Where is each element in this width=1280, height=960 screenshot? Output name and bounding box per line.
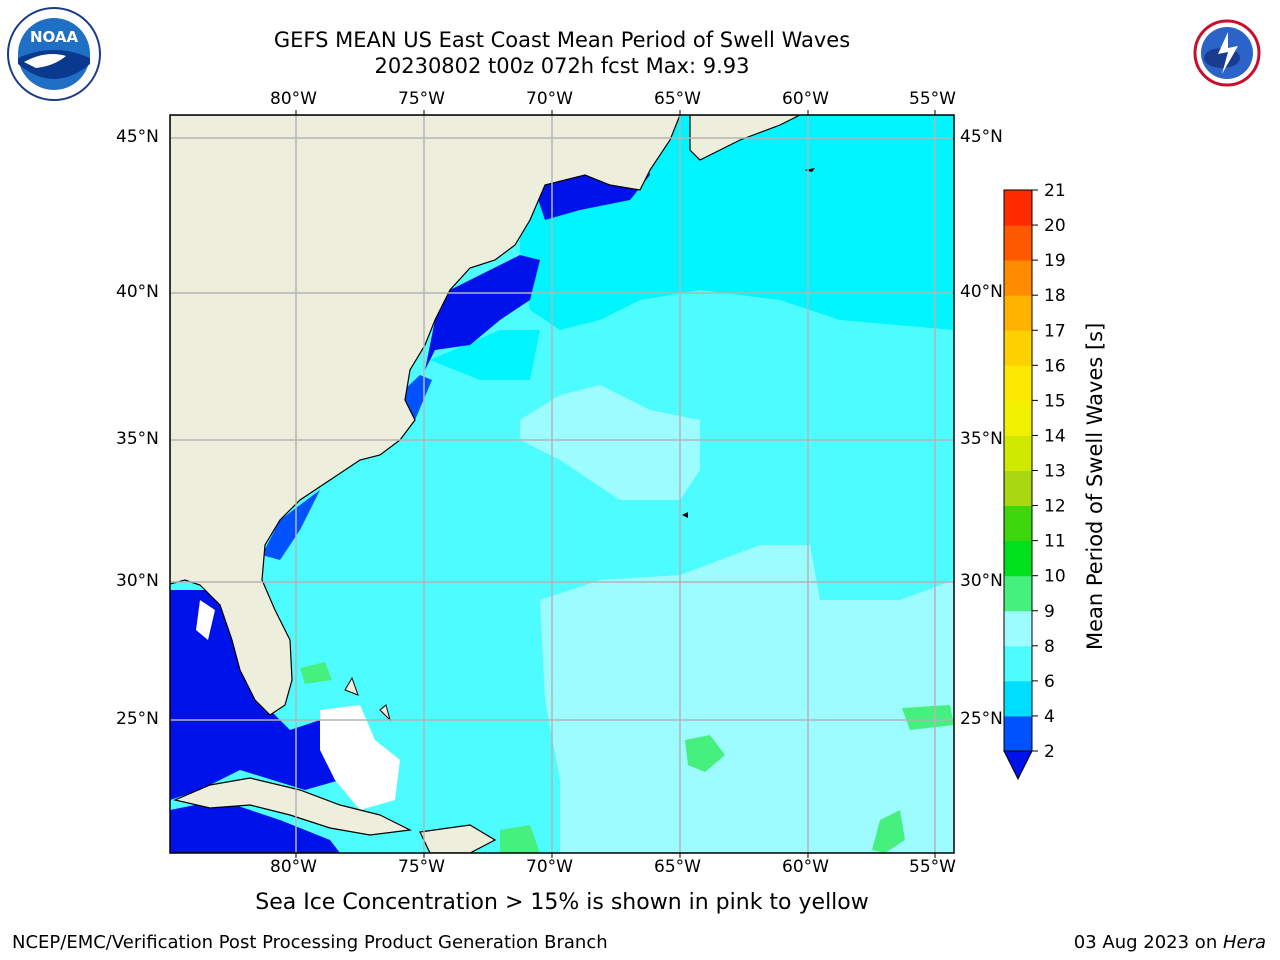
map-subtitle: 20230802 t00z 072h fcst Max: 9.93 <box>374 54 750 78</box>
colorbar-tick-label: 20 <box>1044 216 1066 236</box>
lat-label-right: 35°N <box>960 429 1003 449</box>
lon-label-top: 55°W <box>909 89 956 109</box>
colorbar-segment <box>1004 680 1032 717</box>
colorbar-tick-label: 18 <box>1044 286 1066 306</box>
colorbar-tick-label: 21 <box>1044 181 1066 201</box>
colorbar-segment <box>1004 540 1032 577</box>
colorbar-segment <box>1004 505 1032 542</box>
graticule <box>170 115 954 853</box>
lon-label-bottom: 65°W <box>654 857 701 877</box>
footer-credit: NCEP/EMC/Verification Post Processing Pr… <box>12 932 608 953</box>
nws-logo <box>1181 7 1273 99</box>
lat-label-left: 35°N <box>116 429 159 449</box>
lon-label-bottom: 75°W <box>398 857 445 877</box>
map-title: GEFS MEAN US East Coast Mean Period of S… <box>273 28 851 52</box>
colorbar-segment <box>1004 365 1032 401</box>
north-america-land <box>170 115 681 716</box>
colorbar-tick-label: 19 <box>1044 251 1066 271</box>
colorbar-segment <box>1004 470 1032 507</box>
lon-label-top: 65°W <box>654 89 701 109</box>
colorbar-label: Mean Period of Swell Waves [s] <box>1083 322 1107 650</box>
ocean-8-9s <box>520 385 700 500</box>
lon-label-bottom: 55°W <box>909 857 956 877</box>
lon-label-bottom: 80°W <box>270 857 317 877</box>
colorbar-tick-label: 17 <box>1044 321 1066 341</box>
lat-label-right: 40°N <box>960 282 1003 302</box>
map-field <box>170 115 954 853</box>
lat-label-right: 45°N <box>960 127 1003 147</box>
colorbar-tick-label: 15 <box>1044 391 1066 411</box>
colorbar-segment <box>1004 260 1032 296</box>
lat-label-left: 45°N <box>116 127 159 147</box>
colorbar-tick-label: 8 <box>1044 637 1055 657</box>
colorbar-segment <box>1004 295 1032 331</box>
lon-label-top: 60°W <box>782 89 829 109</box>
colorbar-tick-label: 13 <box>1044 462 1066 482</box>
lat-label-right: 30°N <box>960 571 1003 591</box>
colorbar-segment <box>1004 645 1032 682</box>
colorbar-tick-label: 4 <box>1044 707 1055 727</box>
colorbar-tick-label: 9 <box>1044 602 1055 622</box>
footer-host: Hera <box>1222 932 1266 953</box>
ocean-9-10s <box>685 735 725 772</box>
colorbar-segment <box>1004 400 1032 436</box>
colorbar-segment <box>1004 575 1032 612</box>
lat-label-left: 25°N <box>116 709 159 729</box>
lat-label-right: 25°N <box>960 709 1003 729</box>
lon-label-bottom: 60°W <box>782 857 829 877</box>
footer-date-text: 03 Aug 2023 on <box>1073 932 1223 953</box>
colorbar: 2 4 6 8 9 10 11 12 13 14 15 16 17 18 19 20 21 <box>1003 181 1066 781</box>
colorbar-tick-label: 11 <box>1044 532 1066 552</box>
lon-label-top: 70°W <box>526 89 573 109</box>
colorbar-segment <box>1004 610 1032 647</box>
lon-label-top: 75°W <box>398 89 445 109</box>
colorbar-tick-label: 10 <box>1044 567 1066 587</box>
colorbar-segment <box>1004 225 1032 261</box>
colorbar-under-arrow <box>1003 750 1033 781</box>
lat-label-left: 30°N <box>116 571 159 591</box>
colorbar-tick-label: 14 <box>1044 426 1066 446</box>
footer-date: 03 Aug 2023 on Hera <box>1074 932 1266 953</box>
colorbar-tick-label: 2 <box>1044 742 1055 762</box>
colorbar-tick-label: 16 <box>1044 356 1066 376</box>
cuba-land <box>173 777 413 836</box>
map-frame <box>169 114 955 854</box>
colorbar-segment <box>1004 715 1032 752</box>
sea-ice-note: Sea Ice Concentration > 15% is shown in … <box>255 890 869 915</box>
noaa-logo-text: NOAA <box>30 28 79 46</box>
lat-label-left: 40°N <box>116 282 159 302</box>
colorbar-tick-label: 6 <box>1044 672 1055 692</box>
lon-label-top: 80°W <box>270 89 317 109</box>
colorbar-segment <box>1004 330 1032 366</box>
colorbar-tick-label: 12 <box>1044 497 1066 517</box>
lon-label-bottom: 70°W <box>526 857 573 877</box>
colorbar-segment <box>1004 435 1032 471</box>
noaa-logo: NOAA <box>7 7 101 101</box>
colorbar-segment <box>1004 190 1032 226</box>
